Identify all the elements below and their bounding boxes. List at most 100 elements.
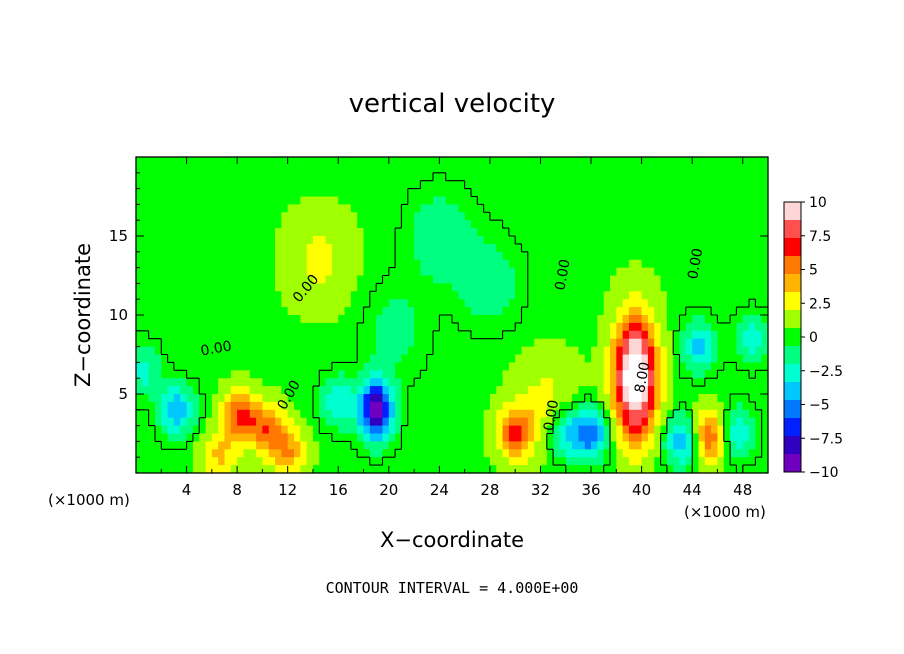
field-cell: [578, 449, 586, 458]
field-cell: [597, 307, 605, 316]
field-cell: [755, 259, 763, 268]
field-cell: [698, 236, 706, 245]
field-cell: [180, 283, 187, 292]
field-cell: [325, 370, 333, 379]
field-cell: [755, 275, 763, 284]
field-cell: [635, 401, 642, 411]
field-cell: [275, 157, 282, 166]
field-cell: [477, 425, 484, 434]
field-cell: [414, 433, 421, 442]
field-cell: [186, 378, 194, 387]
field-cell: [407, 164, 415, 174]
field-cell: [319, 315, 326, 324]
field-cell: [136, 370, 143, 379]
field-cell: [685, 362, 693, 371]
field-cell: [199, 299, 206, 308]
field-cell: [445, 362, 453, 371]
field-cell: [300, 251, 308, 261]
field-cell: [199, 401, 206, 411]
field-cell: [698, 441, 706, 450]
field-cell: [534, 346, 541, 355]
field-cell: [350, 425, 358, 434]
field-cell: [154, 338, 162, 347]
field-cell: [445, 330, 453, 340]
field-cell: [515, 330, 522, 340]
field-cell: [262, 188, 270, 197]
field-cell: [622, 441, 630, 450]
field-cell: [433, 299, 440, 308]
field-cell: [218, 401, 225, 411]
field-cell: [578, 236, 586, 245]
field-cell: [186, 346, 194, 355]
field-cell: [534, 409, 541, 419]
field-cell: [249, 449, 257, 458]
field-cell: [616, 275, 624, 284]
field-cell: [534, 212, 541, 221]
field-cell: [243, 164, 251, 174]
field-cell: [414, 338, 421, 347]
field-cell: [167, 457, 175, 466]
field-cell: [199, 180, 206, 189]
field-cell: [647, 457, 655, 466]
field-cell: [616, 188, 624, 197]
field-cell: [483, 401, 491, 411]
field-cell: [395, 346, 402, 355]
field-cell: [211, 307, 219, 316]
field-cell: [331, 417, 339, 426]
field-cell: [173, 228, 181, 237]
field-cell: [237, 267, 244, 276]
field-cell: [704, 267, 712, 276]
field-cell: [660, 457, 668, 466]
field-cell: [192, 449, 200, 458]
field-cell: [641, 180, 649, 189]
field-cell: [407, 275, 415, 284]
field-cell: [692, 251, 699, 261]
field-cell: [173, 157, 181, 166]
field-cell: [610, 322, 617, 332]
field-cell: [224, 236, 232, 245]
field-cell: [736, 322, 744, 332]
field-cell: [628, 228, 636, 237]
field-cell: [382, 457, 390, 466]
field-cell: [237, 346, 244, 355]
field-cell: [237, 338, 244, 347]
field-cell: [496, 243, 503, 253]
field-cell: [647, 259, 655, 268]
field-cell: [420, 370, 428, 379]
field-cell: [559, 299, 567, 308]
field-cell: [572, 322, 579, 332]
field-cell: [256, 386, 263, 395]
field-cell: [534, 283, 541, 292]
field-cell: [401, 322, 409, 332]
field-cell: [287, 409, 295, 419]
field-cell: [363, 164, 371, 174]
field-cell: [679, 409, 687, 419]
field-cell: [452, 291, 459, 300]
field-cell: [692, 449, 699, 458]
field-cell: [470, 370, 478, 379]
field-cell: [325, 299, 333, 308]
field-cell: [717, 370, 725, 379]
field-cell: [350, 322, 358, 332]
field-cell: [249, 299, 257, 308]
field-cell: [704, 307, 712, 316]
field-cell: [723, 251, 731, 261]
field-cell: [565, 180, 573, 189]
field-cell: [654, 338, 661, 347]
field-cell: [616, 236, 624, 245]
field-cell: [483, 243, 491, 253]
field-cell: [199, 220, 206, 229]
field-cell: [167, 243, 175, 253]
field-cell: [414, 465, 421, 473]
field-cell: [369, 338, 377, 347]
field-cell: [736, 212, 744, 221]
field-cell: [534, 188, 541, 197]
field-cell: [521, 441, 529, 450]
field-cell: [426, 212, 434, 221]
field-cell: [414, 196, 421, 205]
field-cell: [344, 212, 352, 221]
field-cell: [470, 267, 478, 276]
field-cell: [249, 157, 257, 166]
field-cell: [350, 449, 358, 458]
